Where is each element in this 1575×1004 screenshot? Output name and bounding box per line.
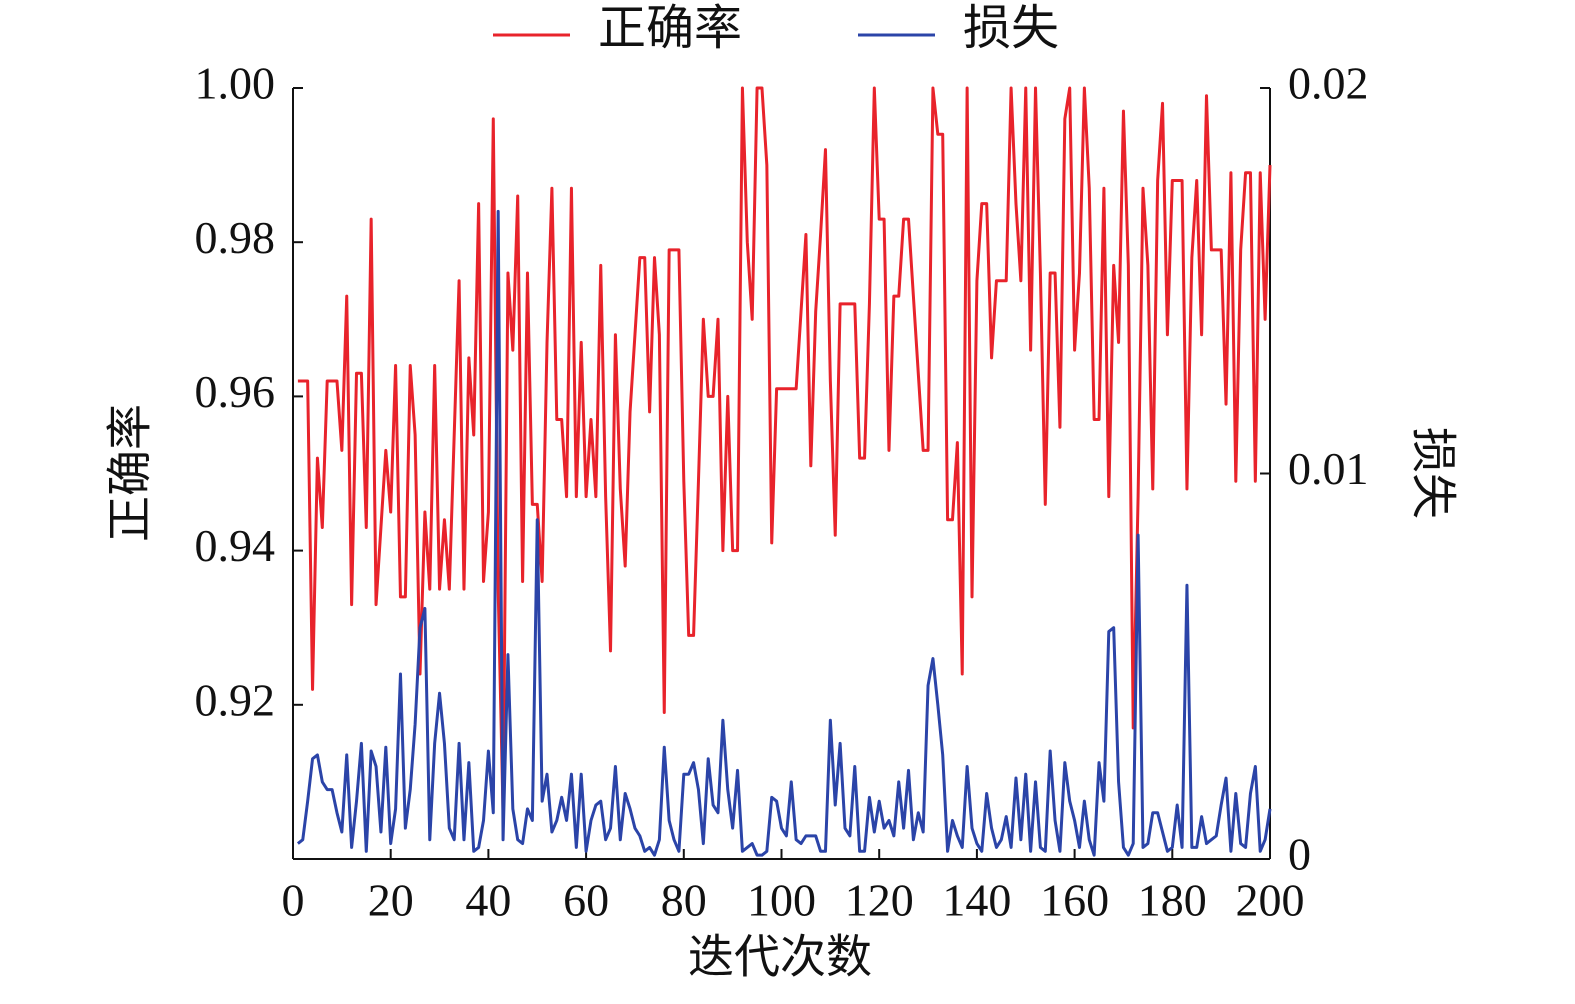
legend-label: 正确率 bbox=[598, 2, 742, 55]
y2-tick-label: 0.02 bbox=[1288, 58, 1369, 109]
y-tick-label: 0.98 bbox=[195, 212, 276, 263]
legend-label: 损失 bbox=[963, 2, 1059, 55]
line-series bbox=[296, 209, 1272, 857]
y-tick-label: 0.94 bbox=[195, 520, 276, 571]
x-tick-label: 200 bbox=[1236, 875, 1305, 926]
x-tick-label: 60 bbox=[563, 875, 609, 926]
x-axis-label: 迭代次数 bbox=[688, 932, 872, 983]
x-tick-label: 120 bbox=[845, 875, 914, 926]
x-tick-label: 20 bbox=[368, 875, 414, 926]
y-axis-label: 正确率 bbox=[105, 404, 156, 542]
y-tick-label: 1.00 bbox=[195, 58, 276, 109]
y2-tick-label: 0 bbox=[1288, 829, 1311, 880]
y-tick-label: 0.92 bbox=[195, 674, 276, 725]
x-tick-label: 100 bbox=[747, 875, 816, 926]
y-tick-label: 0.96 bbox=[195, 366, 276, 417]
x-tick-label: 140 bbox=[942, 875, 1011, 926]
x-tick-label: 40 bbox=[465, 875, 511, 926]
x-tick-label: 180 bbox=[1138, 875, 1207, 926]
x-tick-label: 160 bbox=[1040, 875, 1109, 926]
x-tick-label: 0 bbox=[282, 875, 305, 926]
x-tick-label: 80 bbox=[661, 875, 707, 926]
y2-tick-label: 0.01 bbox=[1288, 443, 1369, 494]
line-series bbox=[297, 86, 1272, 815]
y2-axis-label: 损失 bbox=[1407, 427, 1458, 519]
